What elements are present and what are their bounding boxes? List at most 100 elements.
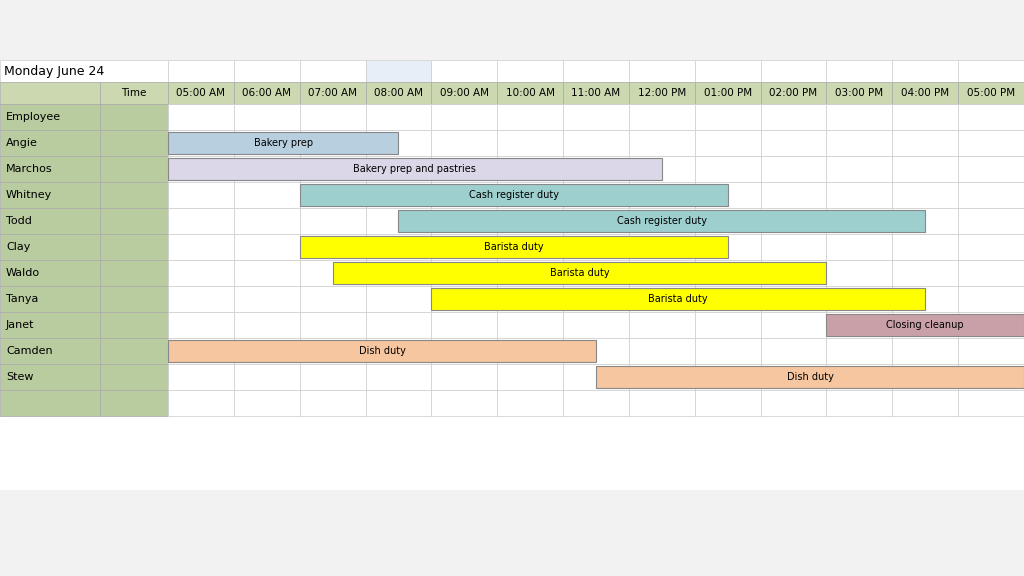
Text: Clay: Clay (6, 242, 31, 252)
Bar (761, 234, 826, 260)
Text: Barista duty: Barista duty (550, 268, 609, 278)
Bar (168, 260, 233, 286)
Bar (958, 312, 1024, 338)
Bar (958, 156, 1024, 182)
Bar (168, 338, 233, 364)
Bar (498, 312, 563, 338)
Text: 05:00 AM: 05:00 AM (176, 88, 225, 98)
Bar (892, 286, 958, 312)
Bar (100, 156, 168, 182)
Bar (694, 82, 761, 104)
Bar (431, 288, 926, 310)
Bar (892, 312, 958, 338)
Bar (168, 364, 233, 390)
Text: 03:00 PM: 03:00 PM (836, 88, 884, 98)
Text: 02:00 PM: 02:00 PM (769, 88, 817, 98)
Bar (431, 60, 498, 82)
Bar (366, 130, 431, 156)
Bar (168, 234, 233, 260)
Bar (958, 82, 1024, 104)
Bar (168, 158, 662, 180)
Bar (0, 130, 100, 156)
Bar (300, 182, 366, 208)
Bar (431, 260, 498, 286)
Bar (563, 364, 629, 390)
Bar (431, 312, 498, 338)
Bar (366, 338, 431, 364)
Bar (233, 260, 300, 286)
Bar (958, 286, 1024, 312)
Bar (826, 208, 892, 234)
Bar (826, 156, 892, 182)
Bar (0, 286, 100, 312)
Bar (563, 156, 629, 182)
Bar (0, 312, 100, 338)
Bar (233, 60, 300, 82)
Bar (366, 156, 431, 182)
Bar (694, 208, 761, 234)
Bar (168, 340, 596, 362)
Bar (168, 286, 233, 312)
Bar (233, 130, 300, 156)
Bar (826, 338, 892, 364)
Bar (0, 260, 100, 286)
Bar (498, 286, 563, 312)
Bar (431, 390, 498, 416)
Bar (498, 104, 563, 130)
Bar (892, 260, 958, 286)
Bar (168, 312, 233, 338)
Text: Dish duty: Dish duty (786, 372, 834, 382)
Text: 10:00 AM: 10:00 AM (506, 88, 555, 98)
Bar (498, 208, 563, 234)
Bar (300, 156, 366, 182)
Bar (694, 312, 761, 338)
Bar (498, 390, 563, 416)
Bar (233, 364, 300, 390)
Text: Closing cleanup: Closing cleanup (887, 320, 964, 330)
Bar (761, 82, 826, 104)
Bar (563, 182, 629, 208)
Bar (563, 312, 629, 338)
Bar (596, 366, 1024, 388)
Text: Waldo: Waldo (6, 268, 40, 278)
Bar (892, 82, 958, 104)
Bar (629, 260, 694, 286)
Bar (761, 364, 826, 390)
Bar (563, 208, 629, 234)
Bar (629, 312, 694, 338)
Text: Monday June 24: Monday June 24 (4, 65, 104, 78)
Bar (0, 182, 100, 208)
Bar (694, 364, 761, 390)
Bar (100, 182, 168, 208)
Bar (694, 182, 761, 208)
Bar (431, 208, 498, 234)
Bar (563, 390, 629, 416)
Bar (300, 312, 366, 338)
Bar (0, 104, 100, 130)
Bar (431, 130, 498, 156)
Bar (761, 208, 826, 234)
Bar (431, 234, 498, 260)
Bar (366, 390, 431, 416)
Text: 06:00 AM: 06:00 AM (243, 88, 291, 98)
Bar (892, 208, 958, 234)
Bar (694, 156, 761, 182)
Bar (826, 260, 892, 286)
Bar (366, 208, 431, 234)
Bar (0, 390, 100, 416)
Bar (892, 104, 958, 130)
Bar (0, 82, 100, 104)
Bar (300, 130, 366, 156)
Bar (694, 286, 761, 312)
Bar (826, 60, 892, 82)
Bar (958, 260, 1024, 286)
Bar (233, 104, 300, 130)
Bar (233, 338, 300, 364)
Bar (761, 104, 826, 130)
Text: 07:00 AM: 07:00 AM (308, 88, 357, 98)
Bar (498, 234, 563, 260)
Bar (563, 234, 629, 260)
Text: 09:00 AM: 09:00 AM (439, 88, 488, 98)
Text: 01:00 PM: 01:00 PM (703, 88, 752, 98)
Bar (694, 130, 761, 156)
